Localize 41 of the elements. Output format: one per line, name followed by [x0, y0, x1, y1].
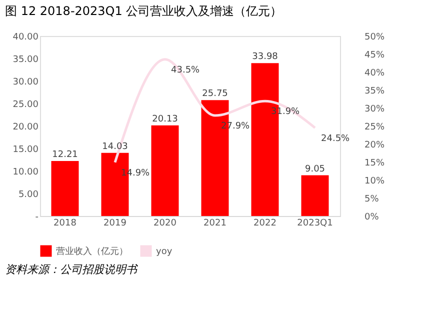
y-tick-label: 25.00: [12, 100, 39, 110]
data-label: 14.03: [102, 142, 128, 152]
y2-tick-label: 30%: [364, 104, 385, 114]
data-label: 33.98: [252, 52, 278, 62]
data-label: 24.5%: [321, 134, 350, 144]
x-tick-label: 2019: [104, 218, 127, 228]
legend-label: 营业收入（亿元）: [56, 246, 128, 257]
x-tick-label: 2023Q1: [297, 218, 333, 228]
y2-tick-label: 40%: [364, 68, 385, 78]
y-tick-label: 15.00: [12, 145, 39, 155]
y2-tick-label: 10%: [364, 176, 385, 186]
y2-tick-label: 35%: [364, 86, 385, 96]
bar: [151, 125, 179, 216]
data-label: 43.5%: [171, 65, 200, 76]
y-tick-label: 35.00: [12, 55, 39, 65]
y2-tick-label: 45%: [364, 50, 385, 60]
y2-tick-label: 50%: [364, 32, 385, 42]
y-tick-label: 30.00: [12, 78, 39, 88]
text: 资料来源：公司招股说明书: [5, 263, 139, 276]
data-label: 12.21: [52, 150, 78, 160]
y-tick-label: 40.00: [12, 32, 39, 42]
y2-tick-label: 25%: [364, 122, 385, 132]
data-label: 9.05: [304, 164, 326, 174]
legend-label: yoy: [156, 247, 173, 257]
y2-tick-label: 0%: [364, 212, 380, 222]
x-tick-label: 2021: [204, 218, 226, 228]
x-tick-label: 2020: [154, 218, 177, 228]
data-label: 25.75: [202, 89, 228, 100]
bar: [301, 175, 329, 216]
x-tick-label: 2018: [54, 218, 77, 228]
y-tick-label: 10.00: [12, 168, 39, 178]
y2-tick-label: 20%: [364, 140, 385, 150]
y2-tick-label: 15%: [364, 158, 385, 168]
x-tick-label: 2022: [254, 218, 276, 228]
y-tick-label: 5.00: [18, 190, 39, 200]
y-tick-label: -: [35, 212, 38, 222]
y-tick-label: 20.00: [12, 122, 39, 132]
chart-title: 图 12 2018-2023Q1 公司营业收入及增速（亿元）: [5, 4, 282, 18]
y2-tick-label: 5%: [364, 194, 380, 204]
bar: [51, 161, 79, 216]
data-label: 20.13: [152, 114, 178, 124]
